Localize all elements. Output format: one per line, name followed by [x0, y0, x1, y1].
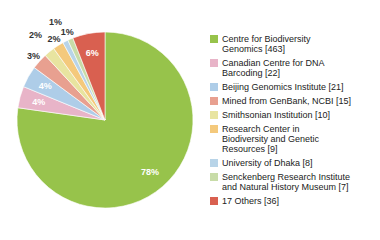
legend-item: Canadian Centre for DNABarcoding [22]: [210, 58, 325, 78]
legend-label-line: University of Dhaka [8]: [222, 158, 313, 168]
legend-label-line: Biodiversity and Genetic: [222, 134, 320, 144]
data-label: 2%: [48, 34, 61, 44]
legend-item: University of Dhaka [8]: [210, 158, 313, 168]
legend-item: Research Center inBiodiversity and Genet…: [210, 124, 320, 154]
legend-label-line: 17 Others [36]: [222, 196, 279, 206]
legend-item: 17 Others [36]: [210, 196, 279, 206]
legend-label: Smithsonian Institution [10]: [222, 110, 330, 120]
legend-label: Canadian Centre for DNABarcoding [22]: [222, 58, 325, 78]
data-label: 3%: [27, 51, 40, 61]
legend-label-line: and Natural History Museum [7]: [222, 182, 349, 192]
legend-label-line: Barcoding [22]: [222, 68, 280, 78]
legend-swatch: [210, 197, 218, 205]
legend-swatch: [210, 111, 218, 119]
slice: [17, 32, 193, 208]
legend-label-line: Senckenberg Research Institute: [222, 172, 350, 182]
legend-label-line: Canadian Centre for DNA: [222, 58, 325, 68]
data-label: 78%: [141, 167, 159, 177]
legend-label-line: Resources [9]: [222, 144, 278, 154]
legend-item: Mined from GenBank, NCBI [15]: [210, 96, 351, 106]
slice: [73, 32, 105, 120]
data-label: 6%: [86, 48, 99, 58]
data-label: 4%: [39, 81, 52, 91]
legend-swatch: [210, 173, 218, 181]
legend-label: Centre for BiodiversityGenomics [463]: [222, 34, 311, 54]
slices: [17, 32, 193, 208]
legend-item: Smithsonian Institution [10]: [210, 110, 330, 120]
legend-swatch: [210, 97, 218, 105]
legend-label: Beijing Genomics Institute [21]: [222, 82, 344, 92]
chart: 78%4%4%3%2%2%1%1%6%Centre for Biodiversi…: [0, 0, 380, 240]
legend-label-line: Centre for Biodiversity: [222, 34, 311, 44]
legend-label-line: Beijing Genomics Institute [21]: [222, 82, 344, 92]
legend-label: Senckenberg Research Instituteand Natura…: [222, 172, 350, 192]
legend-swatch: [210, 83, 218, 91]
data-label: 4%: [32, 97, 45, 107]
legend-label-line: Smithsonian Institution [10]: [222, 110, 330, 120]
legend-item: Centre for BiodiversityGenomics [463]: [210, 34, 311, 54]
pie: 78%4%4%3%2%2%1%1%6%: [17, 17, 193, 208]
legend-swatch: [210, 125, 218, 133]
legend-label: University of Dhaka [8]: [222, 158, 313, 168]
legend-swatch: [210, 59, 218, 67]
legend-label: Mined from GenBank, NCBI [15]: [222, 96, 351, 106]
legend: Centre for BiodiversityGenomics [463] Can…: [210, 34, 351, 206]
data-labels: 78%4%4%3%2%2%1%1%6%: [27, 17, 159, 177]
legend-label-line: Genomics [463]: [222, 44, 285, 54]
legend-label: Research Center inBiodiversity and Genet…: [222, 124, 320, 154]
legend-label-line: Research Center in: [222, 124, 300, 134]
legend-label: 17 Others [36]: [222, 196, 279, 206]
legend-swatch: [210, 159, 218, 167]
legend-swatch: [210, 35, 218, 43]
data-label: 1%: [49, 17, 62, 27]
legend-item: Senckenberg Research Instituteand Natura…: [210, 172, 350, 192]
data-label: 1%: [61, 27, 74, 37]
legend-label-line: Mined from GenBank, NCBI [15]: [222, 96, 351, 106]
legend-item: Beijing Genomics Institute [21]: [210, 82, 344, 92]
data-label: 2%: [29, 30, 42, 40]
